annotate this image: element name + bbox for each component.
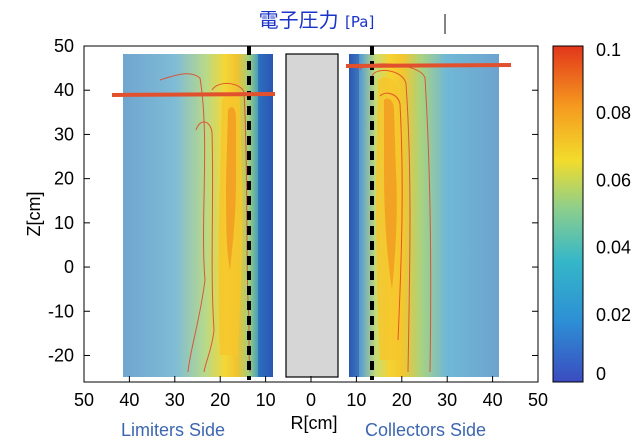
limiters-side-label: Limiters Side [121, 420, 226, 440]
y-tick-label: 30 [54, 124, 74, 144]
x-tick-label: 0 [306, 390, 316, 410]
x-tick-label: 10 [256, 390, 276, 410]
x-tick-label: 50 [74, 390, 94, 410]
colorbar-ticks: 0.1 0.08 0.06 0.04 0.02 0 [596, 40, 631, 384]
colorbar-tick-label: 0.08 [596, 103, 631, 123]
colorbar-tick-label: 0.1 [596, 40, 621, 60]
contour-left-outer [159, 73, 206, 373]
heatmap-right-edge [349, 54, 359, 377]
collectors-side-label: Collectors Side [365, 420, 487, 440]
y-axis-ticks: 50 40 30 20 10 0 -10 -20 [48, 36, 538, 365]
cut-line-collectors [345, 63, 512, 68]
colorbar-tick-label: 0 [596, 364, 606, 384]
x-tick-label: 10 [346, 390, 366, 410]
y-tick-label: -20 [48, 345, 74, 365]
y-tick-label: -10 [48, 301, 74, 321]
y-tick-label: 20 [54, 169, 74, 189]
contour-right-mid [379, 92, 403, 341]
x-tick-label: 40 [119, 390, 139, 410]
x-axis-ticks: 50 40 30 20 10 0 10 20 30 40 50 [74, 376, 548, 410]
x-tick-label: 40 [483, 390, 503, 410]
y-tick-label: 50 [54, 36, 74, 56]
x-tick-label: 30 [165, 390, 185, 410]
x-tick-label: 20 [392, 390, 412, 410]
contour-right-inner [371, 69, 411, 373]
x-tick-label: 50 [528, 390, 548, 410]
x-axis-label: R[cm] [291, 413, 338, 433]
cut-line-limiters [111, 92, 276, 97]
y-axis-label: Z[cm] [24, 192, 44, 237]
colorbar-tick-label: 0.06 [596, 170, 631, 190]
y-tick-label: 0 [64, 257, 74, 277]
peak-hot-right [384, 98, 397, 290]
chart-title-main: 電子圧力 [258, 8, 339, 32]
heatmap-left-edge [258, 54, 273, 377]
x-tick-label: 20 [210, 390, 230, 410]
peak-cores [218, 77, 405, 361]
y-tick-label: 40 [54, 80, 74, 100]
chart-title: 電子圧力 [Pa] [0, 4, 633, 33]
y-tick-label: 10 [54, 213, 74, 233]
x-tick-label: 30 [437, 390, 457, 410]
colorbar-tick-label: 0.04 [596, 238, 631, 258]
colorbar-tick-label: 0.02 [596, 305, 631, 325]
contour-left-mid [195, 121, 215, 373]
center-body [285, 53, 339, 378]
colorbar [552, 45, 584, 383]
peak-hot-left [226, 107, 236, 270]
chart-title-unit: [Pa] [345, 13, 375, 31]
